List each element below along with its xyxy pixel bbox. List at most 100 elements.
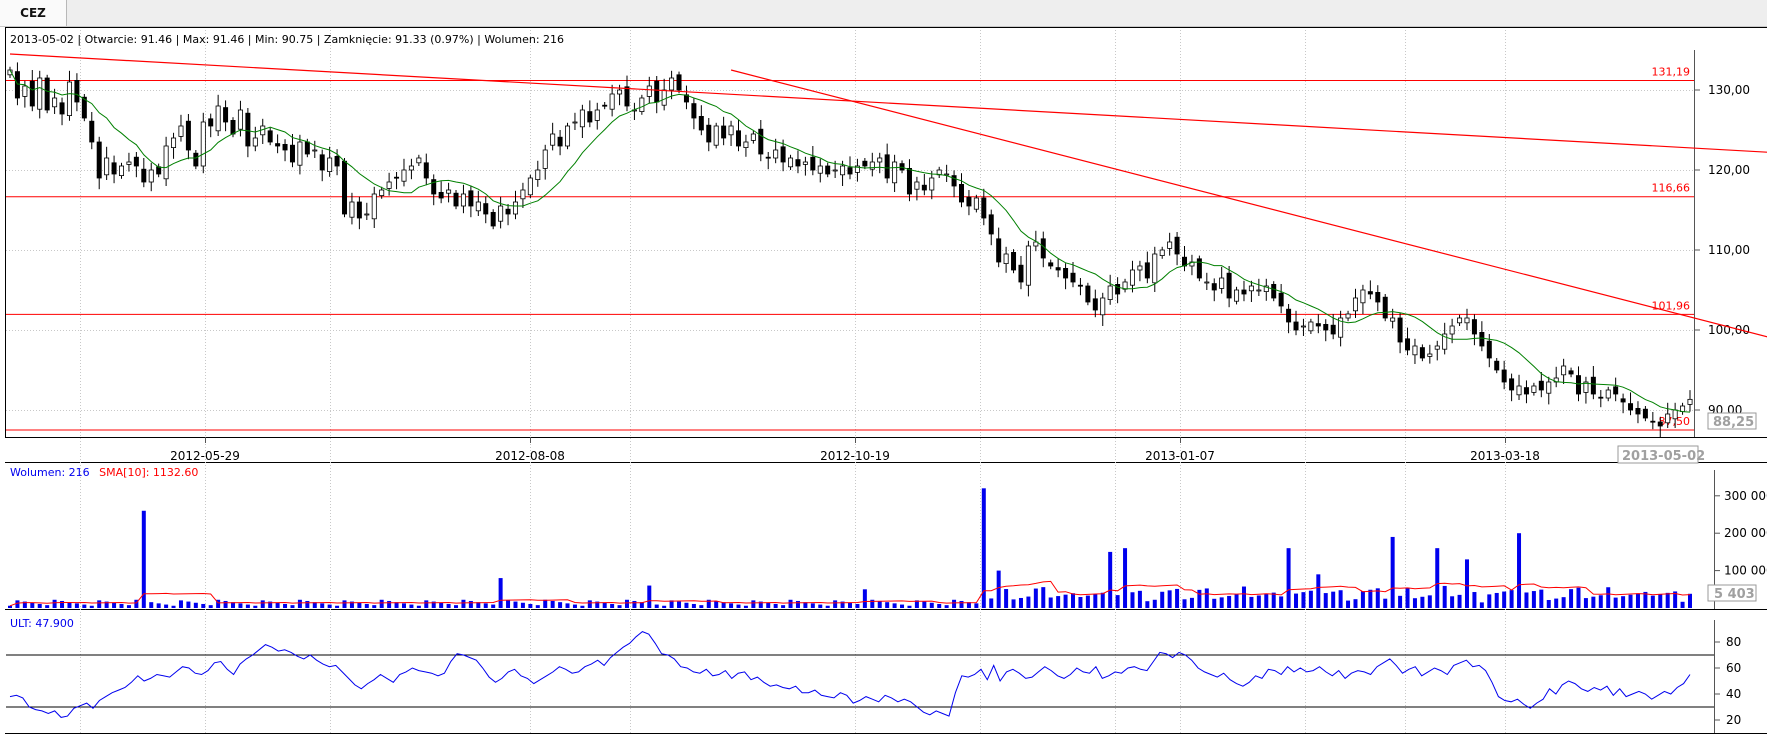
volume-bar	[297, 599, 302, 608]
candle-body	[349, 201, 355, 218]
candle-body	[1308, 321, 1314, 332]
volume-bar	[721, 602, 726, 608]
candle-body	[282, 143, 288, 151]
volume-bar	[513, 601, 518, 608]
volume-bar	[446, 603, 451, 608]
volume-bar	[1457, 594, 1462, 608]
volume-bar	[1427, 595, 1432, 608]
volume-tag-box	[1707, 584, 1757, 602]
candle-body	[408, 165, 414, 171]
candle-body	[869, 161, 875, 170]
sma-label: SMA[10]: 1132.60	[99, 466, 198, 479]
volume-bar	[959, 600, 964, 608]
volume-bar	[743, 605, 748, 608]
volume-bar	[112, 602, 117, 608]
candle-body	[29, 80, 35, 107]
candle-body	[1167, 241, 1173, 249]
candle-body	[163, 145, 169, 180]
tab-cez[interactable]: CEZ	[0, 0, 67, 26]
volume-bar	[1450, 596, 1455, 608]
volume-bar	[981, 488, 986, 608]
volume-bar	[275, 602, 280, 608]
volume-bar	[1561, 597, 1566, 608]
volume-bar	[134, 599, 139, 608]
volume-bar	[45, 605, 50, 608]
candle-body	[319, 154, 325, 171]
candle-body	[512, 201, 518, 215]
candle-body	[758, 128, 764, 155]
candle-body	[371, 193, 377, 220]
volume-bar	[669, 600, 674, 608]
volume-bar	[498, 578, 503, 608]
volume-bar	[216, 599, 221, 608]
trendlines	[9, 53, 1767, 338]
candle-body	[1382, 296, 1388, 319]
volume-bar	[290, 605, 295, 608]
candle-body	[394, 176, 400, 179]
volume-bar	[1487, 594, 1492, 608]
candle-body	[884, 154, 890, 179]
candle-body	[468, 190, 474, 207]
volume-bar	[758, 601, 763, 608]
candle-body	[1174, 236, 1180, 255]
candle-body	[1286, 308, 1292, 323]
trendline	[730, 69, 1767, 338]
candle-body	[1263, 285, 1269, 292]
candle-body	[141, 168, 147, 183]
candle-body	[490, 211, 496, 227]
volume-bar	[52, 599, 57, 608]
candle-body	[401, 169, 407, 182]
volume-tag: 5 403	[1714, 587, 1755, 602]
volume-bar	[201, 603, 206, 608]
candle-body	[1315, 323, 1321, 327]
candle-body	[14, 71, 20, 99]
candle-body	[1077, 284, 1083, 287]
volume-bar	[848, 602, 852, 608]
candle-body	[460, 193, 466, 207]
candle-body	[364, 213, 370, 216]
candle-body	[1367, 291, 1373, 295]
candle-body	[245, 112, 251, 147]
volume-bar	[877, 600, 882, 608]
volume-bar	[565, 603, 570, 608]
candle-body	[1575, 375, 1581, 395]
candle-body	[1419, 347, 1425, 359]
candle-body	[483, 203, 489, 215]
candle-body	[1538, 380, 1544, 391]
candle-body	[832, 169, 838, 172]
candle-body	[1234, 289, 1240, 302]
candle-body	[1568, 370, 1574, 375]
volume-bar	[1041, 587, 1046, 608]
ult-tick-label: 40	[1726, 687, 1741, 701]
candle-body	[624, 86, 630, 107]
candle-body	[453, 192, 459, 207]
volume-bar	[1583, 598, 1588, 608]
date-tag-box	[1617, 445, 1699, 464]
candle-body	[66, 81, 72, 116]
volume-bar	[1316, 574, 1321, 608]
date-tick-label: 2012-05-29	[170, 449, 240, 463]
volume-bar	[1294, 593, 1299, 608]
candle-body	[1345, 313, 1351, 319]
volume-bar	[617, 605, 622, 608]
volume-sma-line	[9, 580, 1691, 607]
volume-bar	[595, 601, 600, 608]
volume-bar	[952, 599, 957, 608]
candle-body	[1375, 291, 1381, 303]
volume-bar	[1390, 536, 1395, 608]
volume-bar	[1093, 594, 1098, 608]
level-label: 116,66	[1652, 182, 1691, 195]
volume-bar	[1643, 591, 1648, 608]
ult-levels	[6, 654, 1714, 708]
volume-bar	[476, 602, 481, 608]
candle-body	[1449, 325, 1455, 335]
candle-body	[208, 118, 214, 127]
volume-bar	[1658, 594, 1663, 608]
volume-bars	[8, 488, 1692, 608]
volume-bar	[349, 601, 354, 608]
candle-body	[1107, 285, 1113, 301]
volume-bar	[37, 603, 42, 608]
volume-bar	[684, 602, 689, 608]
volume-bar	[483, 603, 488, 608]
volume-bar	[119, 603, 124, 608]
